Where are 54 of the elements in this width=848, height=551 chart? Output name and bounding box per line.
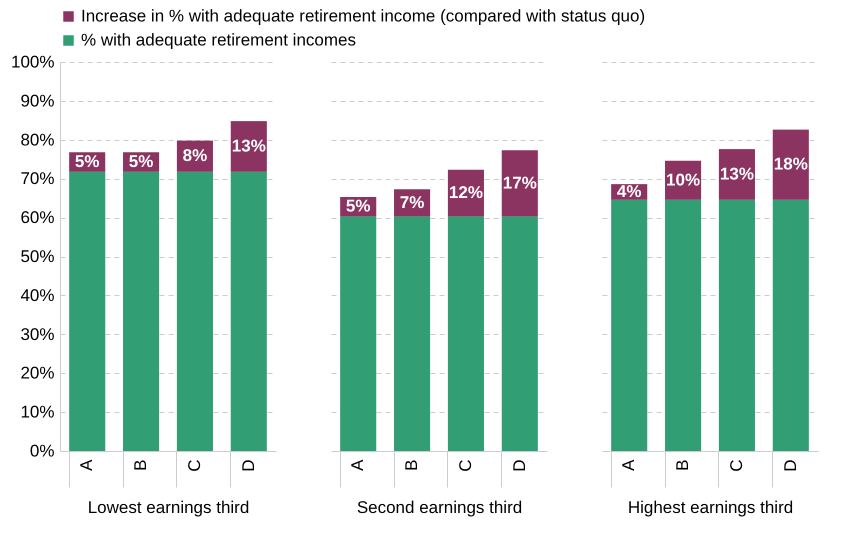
bar xyxy=(772,200,809,451)
bar xyxy=(502,216,538,451)
x-axis-title: Highest earnings third xyxy=(628,498,794,517)
x-tick-label: C xyxy=(726,460,746,472)
x-tick-label: D xyxy=(780,460,800,472)
x-axis-title: Second earnings third xyxy=(356,498,522,517)
data-label: 13% xyxy=(720,164,754,184)
data-label: 8% xyxy=(182,146,208,166)
y-tick-label: 0% xyxy=(30,442,54,460)
y-tick-label: 20% xyxy=(20,364,54,383)
y-tick-label: 100% xyxy=(11,52,54,72)
bar xyxy=(665,200,702,451)
data-label: 12% xyxy=(448,183,483,202)
bar xyxy=(718,200,755,451)
y-tick-label: 40% xyxy=(20,286,54,305)
y-tick-label: 60% xyxy=(20,208,54,228)
data-label: 5% xyxy=(74,152,100,171)
legend-label: Increase in % with adequate retirement income (compared with status quo) xyxy=(81,6,646,26)
data-label: 10% xyxy=(666,170,700,190)
bar xyxy=(394,216,430,451)
x-tick-label: C xyxy=(456,460,475,472)
y-tick-label: 30% xyxy=(20,324,54,344)
y-tick-label: 90% xyxy=(20,91,54,110)
bar xyxy=(502,150,538,216)
bar xyxy=(772,130,809,200)
bar xyxy=(69,172,106,451)
bar xyxy=(176,172,213,451)
data-label: 5% xyxy=(128,152,154,171)
x-tick-label: A xyxy=(77,458,96,471)
bar xyxy=(340,216,376,451)
bar xyxy=(611,200,648,451)
x-axis-title: Lowest earnings third xyxy=(88,498,250,517)
data-label: 18% xyxy=(774,154,808,174)
x-tick-label: B xyxy=(673,460,692,471)
y-tick-label: 50% xyxy=(20,247,54,266)
data-label: 4% xyxy=(616,182,642,201)
x-tick-label: B xyxy=(131,460,150,471)
y-tick-label: 10% xyxy=(20,402,54,422)
x-tick-label: A xyxy=(348,458,368,471)
y-tick-label: 80% xyxy=(20,130,54,150)
data-label: 5% xyxy=(346,196,370,216)
x-tick-label: A xyxy=(619,458,638,471)
bar xyxy=(123,172,160,451)
x-tick-label: C xyxy=(184,460,204,472)
x-tick-label: D xyxy=(238,460,258,472)
bar xyxy=(448,216,484,451)
legend-label: % with adequate retirement incomes xyxy=(81,30,356,50)
data-label: 17% xyxy=(502,173,537,192)
x-tick-label: B xyxy=(402,460,422,471)
data-label: 13% xyxy=(232,136,266,156)
bar xyxy=(230,172,267,451)
y-tick-label: 70% xyxy=(20,169,54,188)
x-tick-label: D xyxy=(510,460,529,472)
data-label: 7% xyxy=(400,192,424,212)
